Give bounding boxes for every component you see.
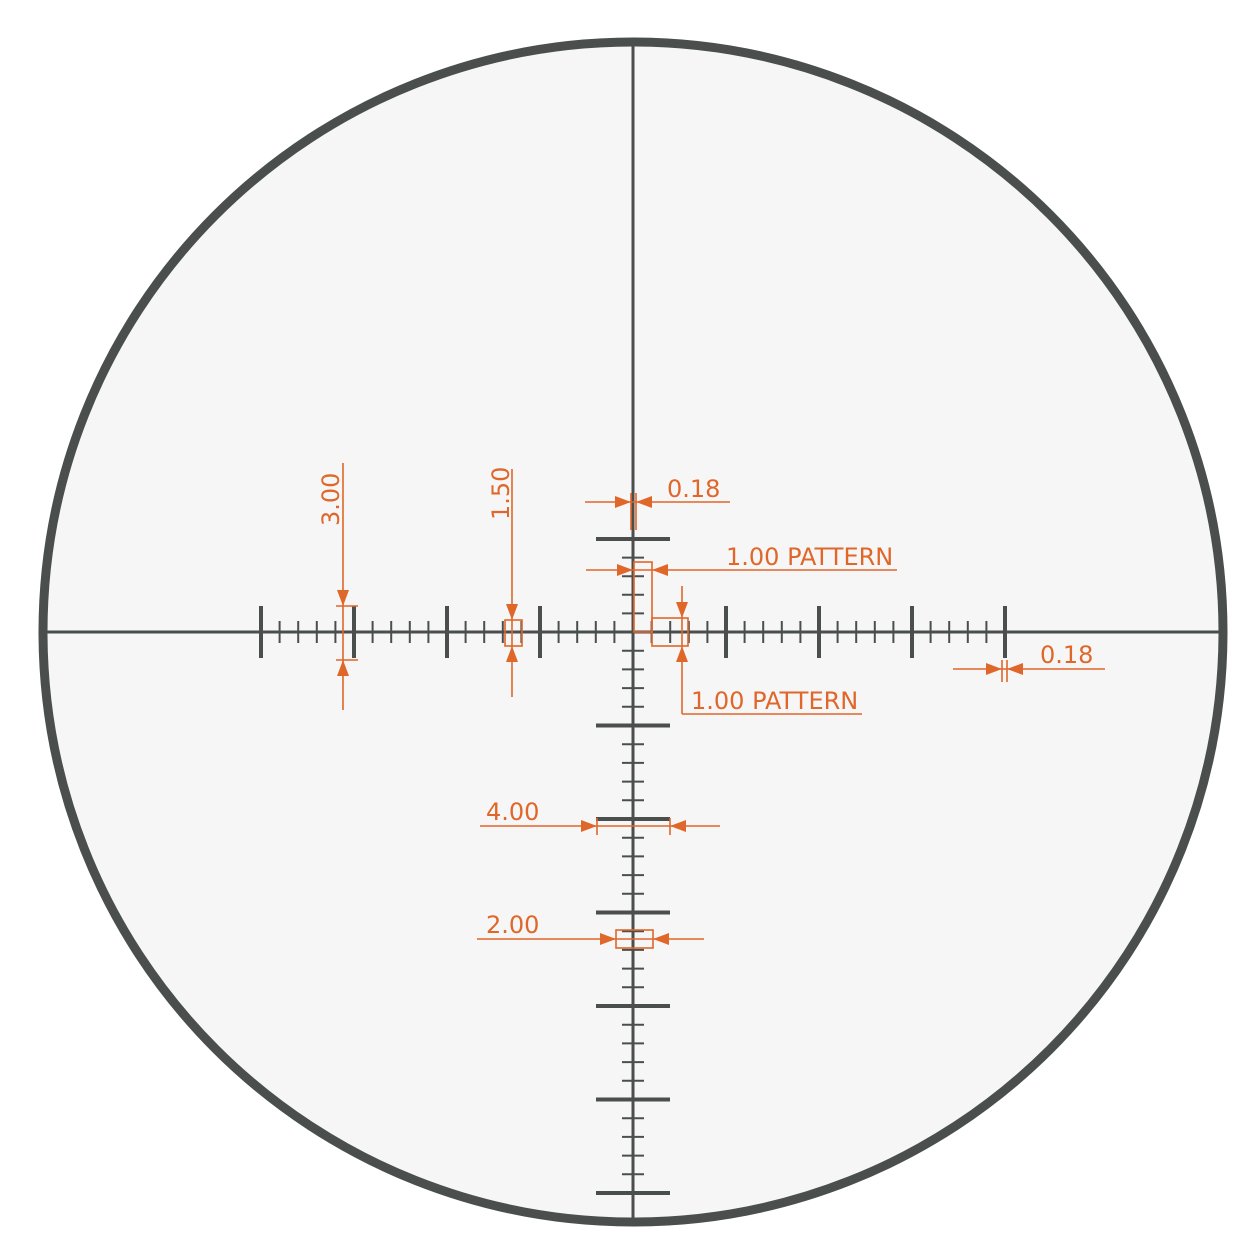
- label-2-00: 2.00: [486, 911, 539, 939]
- dim-pattern-vertical: [586, 561, 897, 633]
- label-pattern-vertical: 1.00 PATTERN: [726, 543, 893, 571]
- label-0-18-right: 0.18: [1040, 641, 1093, 669]
- dim-0-18-right: [953, 660, 1105, 682]
- dim-4-00: [480, 818, 720, 835]
- dim-3-00: [336, 463, 358, 710]
- dimension-annotations: [336, 463, 1105, 949]
- reticle-ticks: [259, 537, 1007, 1195]
- label-0-18-top: 0.18: [667, 475, 720, 503]
- dim-2-00: [477, 929, 704, 949]
- dim-0-18-top: [585, 493, 730, 530]
- dimension-labels: 3.00 1.50 0.18 1.00 PATTERN 1.00 PATTERN…: [317, 467, 1093, 939]
- label-3-00: 3.00: [317, 473, 345, 526]
- label-1-50: 1.50: [487, 467, 515, 520]
- label-4-00: 4.00: [486, 798, 539, 826]
- label-pattern-horizontal: 1.00 PATTERN: [691, 687, 858, 715]
- dim-1-50: [504, 469, 523, 697]
- dim-pattern-horizontal: [651, 586, 862, 715]
